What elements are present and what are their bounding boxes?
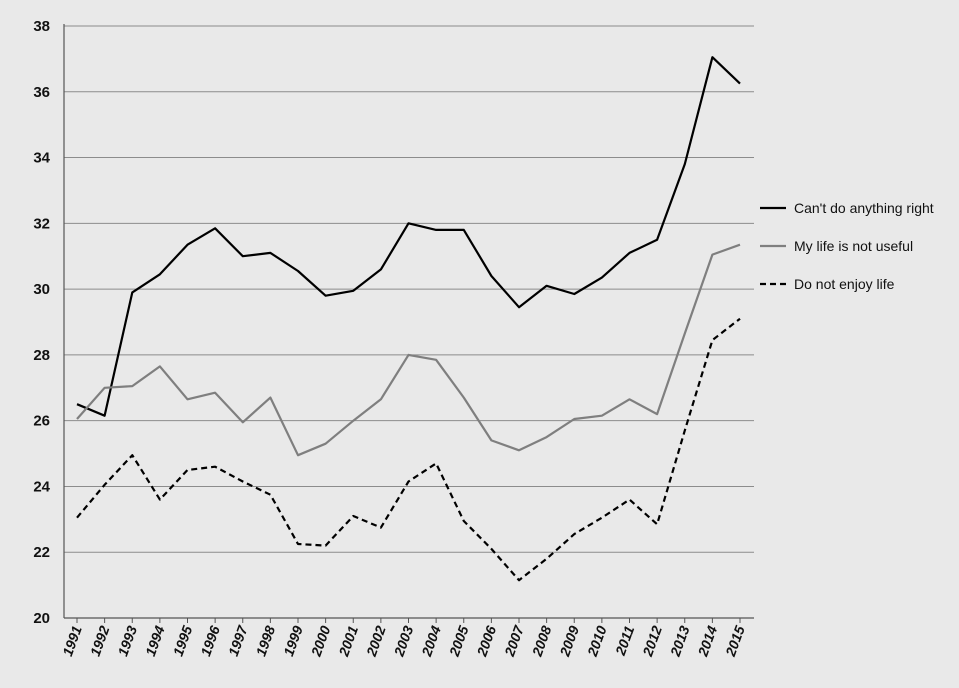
x-tick-label-1992: 1992 xyxy=(87,623,113,658)
x-tick-label-2001: 2001 xyxy=(335,623,361,659)
x-tick-label-1991: 1991 xyxy=(59,623,85,658)
x-tick-label-1995: 1995 xyxy=(170,623,196,658)
series-line-0 xyxy=(76,56,741,417)
x-tick-label-2014: 2014 xyxy=(694,623,720,659)
x-tick-label-2012: 2012 xyxy=(639,623,665,659)
x-tick-label-2000: 2000 xyxy=(307,623,333,659)
x-tick-label-2002: 2002 xyxy=(363,623,389,659)
y-axis-tick-labels: 20 22 24 26 28 30 32 34 36 38 xyxy=(33,18,50,627)
y-tick-label-34: 34 xyxy=(33,150,50,167)
x-tick-label-1997: 1997 xyxy=(225,622,251,658)
x-tick-label-2011: 2011 xyxy=(612,623,638,658)
x-tick-label-2005: 2005 xyxy=(446,623,472,659)
legend-label-1: My life is not useful xyxy=(794,238,913,254)
y-tick-label-28: 28 xyxy=(33,347,50,364)
x-tick-label-2003: 2003 xyxy=(390,623,416,659)
x-tick-label-2010: 2010 xyxy=(584,623,610,659)
x-tick-label-1999: 1999 xyxy=(280,623,306,658)
series-line-2 xyxy=(76,317,741,582)
y-tick-label-26: 26 xyxy=(33,413,50,430)
x-tick-label-2013: 2013 xyxy=(667,623,693,659)
x-tick-label-1998: 1998 xyxy=(253,623,279,658)
y-tick-label-38: 38 xyxy=(33,18,50,35)
x-axis-tick-labels: 1991 1992 1993 1994 1995 1996 1997 1998 1999 2000… xyxy=(59,618,748,659)
x-tick-label-1993: 1993 xyxy=(114,623,140,658)
series-lines xyxy=(76,56,741,582)
x-tick-label-2006: 2006 xyxy=(473,623,499,659)
y-tick-label-30: 30 xyxy=(33,281,50,298)
legend-label-0: Can't do anything right xyxy=(794,200,934,216)
x-tick-label-1996: 1996 xyxy=(197,623,223,658)
y-tick-label-20: 20 xyxy=(33,610,50,627)
legend: Can't do anything right My life is not us… xyxy=(760,200,934,292)
x-tick-label-2007: 2007 xyxy=(501,622,527,659)
axes xyxy=(63,24,754,619)
x-tick-label-2008: 2008 xyxy=(528,623,554,659)
y-tick-label-24: 24 xyxy=(33,478,50,495)
x-tick-label-2004: 2004 xyxy=(418,623,444,659)
x-tick-label-1994: 1994 xyxy=(142,623,168,658)
x-tick-label-2015: 2015 xyxy=(722,623,748,659)
legend-label-2: Do not enjoy life xyxy=(794,276,895,292)
x-tick-label-2009: 2009 xyxy=(556,623,582,659)
gridlines xyxy=(64,25,754,553)
series-line-1 xyxy=(76,243,741,457)
y-tick-label-22: 22 xyxy=(33,544,50,561)
y-tick-label-36: 36 xyxy=(33,84,50,101)
y-tick-label-32: 32 xyxy=(33,215,50,232)
